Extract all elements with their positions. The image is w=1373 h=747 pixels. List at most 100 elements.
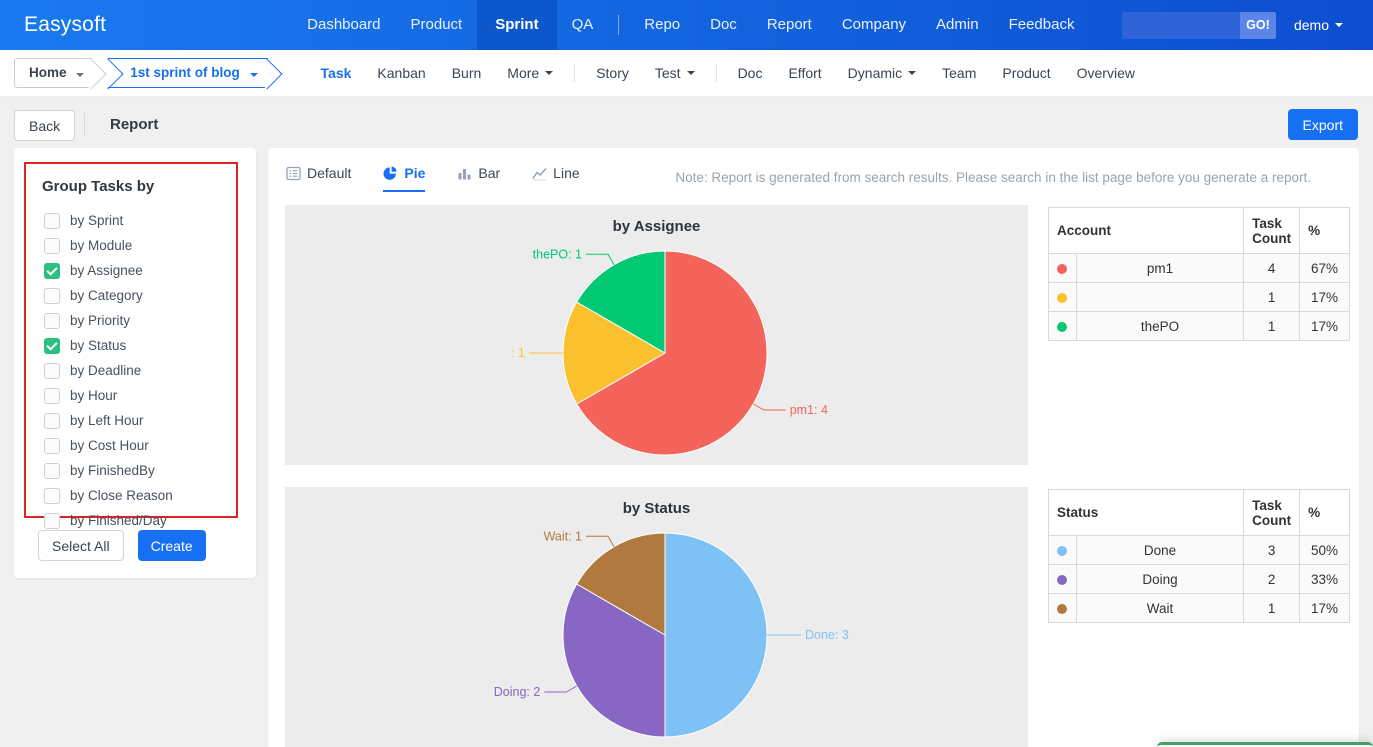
- back-button[interactable]: Back: [14, 110, 76, 141]
- cell-percent: 33%: [1299, 564, 1350, 594]
- checkbox-label: by Priority: [70, 313, 131, 328]
- checkbox-option-by-finishedby[interactable]: by FinishedBy: [38, 458, 236, 483]
- subnav-item-product[interactable]: Product: [989, 65, 1063, 81]
- checkbox[interactable]: [44, 487, 60, 504]
- checkbox-option-by-close-reason[interactable]: by Close Reason: [38, 483, 236, 508]
- legend-dot: [1057, 321, 1068, 332]
- checkbox[interactable]: [44, 437, 60, 454]
- table-row[interactable]: thePO 1 17%: [1048, 311, 1350, 341]
- checkbox-label: by Module: [70, 238, 133, 253]
- breadcrumb-home-label: Home: [29, 65, 67, 80]
- subnav-item-label: Story: [596, 65, 629, 81]
- search-go-button[interactable]: GO!: [1239, 11, 1276, 39]
- checkbox[interactable]: [44, 512, 60, 529]
- page-title: Report: [110, 116, 159, 133]
- column-header-task-count: Task Count: [1243, 207, 1301, 254]
- subnav-divider: [715, 64, 717, 82]
- pie-slice-thepo[interactable]: [576, 250, 666, 354]
- table-row[interactable]: Doing 2 33%: [1048, 564, 1350, 594]
- subnav-item-overview[interactable]: Overview: [1064, 65, 1148, 81]
- subnav-item-label: Dynamic: [847, 65, 903, 81]
- tab-default[interactable]: Default: [286, 165, 351, 192]
- nav-item-qa[interactable]: QA: [571, 16, 594, 33]
- subnav-item-test[interactable]: Test: [642, 65, 708, 81]
- nav-item-admin[interactable]: Admin: [936, 16, 979, 33]
- legend-dot-cell: [1048, 564, 1077, 594]
- checkbox[interactable]: [44, 362, 60, 379]
- subnav-item-burn[interactable]: Burn: [439, 65, 495, 81]
- bar-icon: [457, 166, 472, 181]
- checkbox-checked[interactable]: [44, 262, 60, 279]
- checkbox-option-by-deadline[interactable]: by Deadline: [38, 358, 236, 383]
- user-menu[interactable]: demo: [1294, 17, 1343, 33]
- create-button[interactable]: Create: [137, 530, 206, 561]
- subnav-item-label: Product: [1002, 65, 1051, 81]
- subnav-item-dynamic[interactable]: Dynamic: [835, 65, 929, 81]
- nav-item-dashboard[interactable]: Dashboard: [307, 16, 381, 33]
- checkbox-option-by-left-hour[interactable]: by Left Hour: [38, 408, 236, 433]
- pie-slice-wait[interactable]: [576, 532, 666, 636]
- status-table: Status Task Count% Done 3 50% Doing 2 33% Wait 1 1…: [1047, 489, 1350, 623]
- pie-slice-done[interactable]: [664, 532, 768, 738]
- checkbox[interactable]: [44, 312, 60, 329]
- tab-pie[interactable]: Pie: [383, 165, 425, 192]
- table-row[interactable]: pm1 4 67%: [1048, 253, 1350, 283]
- checkbox-option-by-assignee[interactable]: by Assignee: [38, 258, 236, 283]
- checkbox-option-by-finished-day[interactable]: by Finished/Day: [38, 508, 236, 533]
- subnav-item-label: Team: [942, 65, 977, 81]
- nav-item-product[interactable]: Product: [410, 16, 463, 33]
- table-row[interactable]: Done 3 50%: [1048, 535, 1350, 565]
- checkbox-option-by-sprint[interactable]: by Sprint: [38, 208, 236, 233]
- checkbox[interactable]: [44, 412, 60, 429]
- checkbox-option-by-module[interactable]: by Module: [38, 233, 236, 258]
- tab-label: Pie: [404, 165, 426, 181]
- subnav-item-team[interactable]: Team: [929, 65, 989, 81]
- pie-label-line: [586, 535, 615, 547]
- nav-item-report[interactable]: Report: [766, 16, 812, 33]
- nav-item-feedback[interactable]: Feedback: [1008, 16, 1075, 33]
- checkbox[interactable]: [44, 287, 60, 304]
- checkbox-option-by-cost-hour[interactable]: by Cost Hour: [38, 433, 236, 458]
- breadcrumb-current-sprint[interactable]: 1st sprint of blog: [108, 58, 268, 88]
- subnav-item-doc[interactable]: Doc: [725, 65, 776, 81]
- nav-item-doc[interactable]: Doc: [710, 16, 737, 33]
- checkbox-option-by-category[interactable]: by Category: [38, 283, 236, 308]
- subnav-item-kanban[interactable]: Kanban: [364, 65, 438, 81]
- checkbox[interactable]: [44, 462, 60, 479]
- subnav-item-more[interactable]: More: [494, 65, 566, 81]
- checkbox-option-by-hour[interactable]: by Hour: [38, 383, 236, 408]
- checkbox-label: by Category: [70, 288, 143, 303]
- subnav-item-label: Burn: [451, 65, 482, 81]
- cell-name: Wait: [1075, 593, 1245, 623]
- subnav-item-effort[interactable]: Effort: [775, 65, 834, 81]
- nav-item-company[interactable]: Company: [841, 16, 907, 33]
- checkbox[interactable]: [44, 237, 60, 254]
- table-row[interactable]: 1 17%: [1048, 282, 1350, 312]
- export-button[interactable]: Export: [1287, 109, 1358, 140]
- search-input[interactable]: [1121, 11, 1240, 39]
- checkbox-label: by Left Hour: [70, 413, 144, 428]
- table-row[interactable]: Wait 1 17%: [1048, 593, 1350, 623]
- tab-bar[interactable]: Bar: [457, 165, 500, 192]
- checkbox[interactable]: [44, 212, 60, 229]
- nav-item-sprint[interactable]: Sprint: [477, 0, 557, 50]
- nav-item-repo[interactable]: Repo: [644, 16, 681, 33]
- pie-slice-1[interactable]: [562, 301, 666, 405]
- cell-count: 1: [1243, 593, 1301, 623]
- cell-percent: 17%: [1299, 282, 1350, 312]
- cell-percent: 17%: [1299, 311, 1350, 341]
- subnav-item-story[interactable]: Story: [583, 65, 642, 81]
- checkbox-option-by-priority[interactable]: by Priority: [38, 308, 236, 333]
- chart-type-tabs: Default Pie Bar Line: [268, 148, 1359, 194]
- chart-title: by Assignee: [612, 218, 701, 235]
- pie-slice-pm1[interactable]: [576, 250, 768, 456]
- cell-count: 1: [1243, 282, 1301, 312]
- checkbox-checked[interactable]: [44, 337, 60, 354]
- brand-logo[interactable]: Easysoft: [24, 13, 107, 36]
- checkbox-option-by-status[interactable]: by Status: [38, 333, 236, 358]
- breadcrumb-home[interactable]: Home: [14, 58, 93, 88]
- select-all-button[interactable]: Select All: [38, 530, 124, 561]
- tab-line[interactable]: Line: [532, 165, 580, 192]
- checkbox[interactable]: [44, 387, 60, 404]
- subnav-item-task[interactable]: Task: [308, 65, 365, 81]
